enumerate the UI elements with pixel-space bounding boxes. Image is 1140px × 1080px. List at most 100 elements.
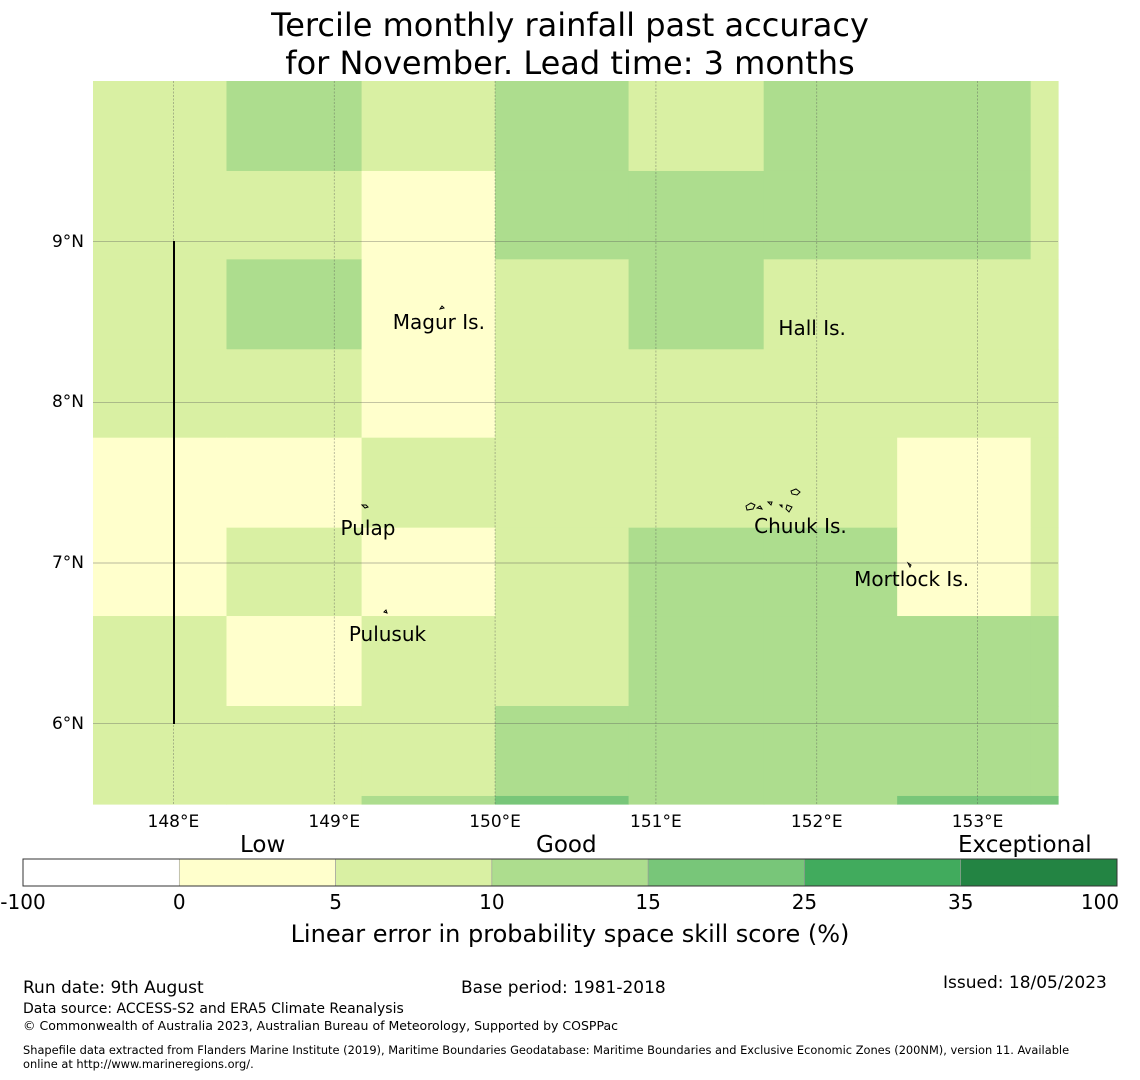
colorbar-tick-label: 15: [635, 890, 661, 914]
island-outline: [755, 505, 764, 510]
place-label: Magur Is.: [392, 310, 485, 334]
island-outline: [785, 504, 793, 513]
colorbar-tick-label: 10: [479, 890, 505, 914]
longitude-tick-label: 150°E: [469, 812, 521, 832]
skill-cell: [763, 705, 898, 797]
longitude-tick-label: 153°E: [951, 812, 1004, 832]
skill-cell: [226, 349, 363, 439]
skill-cell: [226, 616, 363, 707]
skill-cell: [897, 795, 1032, 805]
skill-cell: [628, 527, 765, 617]
colorbar-segment: [960, 858, 1118, 887]
latitude-tick-label: 9°N: [51, 231, 84, 252]
skill-cell: [226, 795, 363, 805]
skill-cell: [495, 616, 630, 707]
skill-cell: [897, 437, 1032, 529]
skill-cell: [495, 705, 630, 797]
colorbar-category-low: Low: [240, 832, 286, 858]
colorbar-tick-label: 5: [329, 890, 342, 914]
colorbar-category-good: Good: [536, 832, 597, 858]
skill-cell: [93, 527, 228, 617]
skill-cell: [763, 527, 898, 617]
skill-cell: [1030, 349, 1059, 439]
skill-cell: [763, 349, 898, 439]
skill-cell: [1030, 705, 1059, 797]
skill-cell: [361, 349, 496, 439]
place-label: Mortlock Is.: [854, 567, 970, 592]
colorbar-tick-label: 35: [947, 890, 974, 914]
skill-cell: [226, 81, 363, 172]
skill-cell: [897, 616, 1032, 707]
island-outline: [778, 504, 783, 509]
skill-cell: [93, 616, 228, 707]
island-outline: [790, 488, 801, 496]
colorbar-tick-label: 100: [1080, 890, 1120, 914]
place-label: Pulap: [340, 515, 396, 540]
skill-cell: [628, 616, 765, 707]
colorbar-segment: [647, 858, 805, 887]
skill-cell: [763, 437, 898, 529]
colorbar-frame: [22, 858, 1118, 887]
island-outline: [360, 504, 369, 509]
latitude-tick-label: 6°N: [51, 713, 84, 734]
skill-cell: [495, 81, 630, 172]
skill-cell: [495, 259, 630, 350]
place-label: Pulusuk: [348, 621, 427, 646]
colorbar-segment: [22, 858, 180, 887]
skill-cell: [93, 795, 228, 805]
skill-cell: [361, 81, 496, 172]
skill-cell: [628, 795, 765, 805]
colorbar-segment: [178, 858, 336, 887]
longitude-tick-label: 151°E: [630, 812, 682, 832]
skill-cell: [628, 170, 765, 260]
copyright-notice: © Commonwealth of Australia 2023, Austra…: [23, 1018, 618, 1033]
colorbar-segment: [804, 858, 962, 887]
data-source: Data source: ACCESS-S2 and ERA5 Climate …: [23, 1001, 404, 1017]
skill-cell: [628, 437, 765, 529]
skill-cell: [495, 170, 630, 260]
skill-cell: [361, 705, 496, 797]
skill-cell: [763, 616, 898, 707]
skill-cell: [226, 259, 363, 350]
skill-cell: [763, 81, 898, 172]
skill-cell: [226, 705, 363, 797]
colorbar-tick-label: 25: [791, 890, 818, 914]
skill-cell: [361, 616, 496, 707]
skill-cell: [897, 170, 1032, 260]
skill-cell: [495, 349, 630, 439]
latitude-tick-label: 7°N: [51, 553, 84, 573]
skill-cell: [763, 170, 898, 260]
skill-cell: [628, 259, 765, 350]
skill-cell: [495, 527, 630, 617]
skill-cell: [226, 170, 363, 260]
skill-cell: [361, 259, 496, 350]
skill-cell: [226, 527, 363, 617]
island-outline: [906, 561, 912, 569]
run-date: Run date: 9th August: [23, 978, 204, 998]
skill-cell: [93, 349, 228, 439]
skill-cell: [897, 527, 1032, 617]
colorbar-segment: [335, 858, 493, 887]
skill-cell: [361, 795, 496, 805]
skill-cell: [897, 259, 1032, 350]
longitude-tick-label: 152°E: [790, 812, 843, 832]
shapefile-credit-line-2: online at http://www.marineregions.org/.: [23, 1057, 254, 1071]
skill-cell: [763, 795, 898, 805]
shapefile-credit-line-1: Shapefile data extracted from Flanders M…: [23, 1043, 1070, 1057]
skill-cell: [93, 170, 228, 260]
map-title-line-2: for November. Lead time: 3 months: [285, 44, 855, 82]
skill-cell: [1030, 170, 1059, 260]
longitude-tick-label: 149°E: [308, 812, 361, 832]
skill-cell: [897, 81, 1032, 172]
skill-cell: [897, 349, 1032, 439]
colorbar-tick-label: -100: [0, 890, 46, 914]
place-label: Hall Is.: [778, 316, 846, 341]
place-label: Chuuk Is.: [754, 514, 847, 539]
skill-cell: [361, 527, 496, 617]
skill-cell: [1030, 81, 1059, 172]
skill-cell: [93, 437, 228, 529]
skill-cell: [628, 705, 765, 797]
skill-cell: [763, 259, 898, 350]
skill-cell: [495, 437, 630, 529]
skill-cell: [1030, 616, 1059, 707]
